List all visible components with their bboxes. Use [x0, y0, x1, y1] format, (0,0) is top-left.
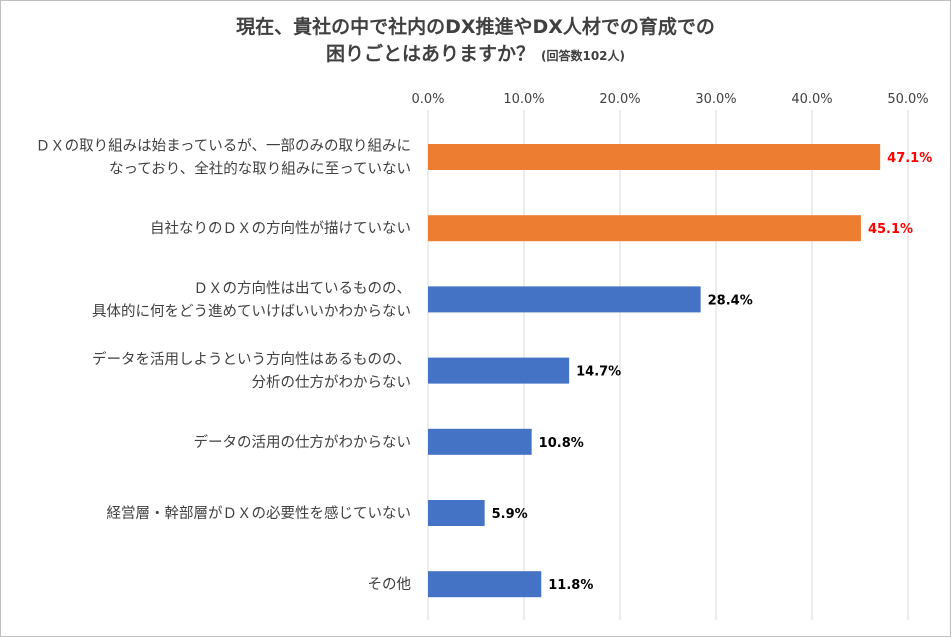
category-label: なっており、全社的な取り組みに至っていない: [109, 160, 411, 178]
category-label: 自社なりのＤＸの方向性が描けていない: [150, 220, 411, 237]
category-label: データを活用しようという方向性はあるものの、: [92, 350, 411, 368]
bar: [428, 144, 881, 170]
bar: [428, 357, 570, 384]
bar: [428, 571, 542, 598]
bar: [428, 500, 485, 526]
category-label: ＤＸの取り組みは始まっているが、一部のみの取り組みに: [36, 138, 411, 155]
x-tick-label: 50.0%: [887, 92, 928, 107]
data-label: 45.1%: [868, 222, 913, 237]
bar: [428, 428, 532, 455]
chart-title-line1: 現在、貴社の中で社内のDX推進やDX人材での育成での: [236, 16, 715, 38]
data-label: 14.7%: [576, 365, 621, 380]
x-tick-label: 0.0%: [411, 92, 444, 107]
data-label: 47.1%: [887, 151, 932, 166]
category-label: 具体的に何をどう進めていけばいいかわからない: [92, 303, 411, 320]
data-label: 5.9%: [492, 507, 528, 522]
category-label: 経営層・幹部層がＤＸの必要性を感じていない: [107, 504, 412, 522]
x-tick-label: 40.0%: [791, 92, 832, 107]
x-tick-label: 20.0%: [599, 92, 640, 107]
bar: [428, 286, 701, 313]
chart-title-note: (回答数102人): [540, 49, 626, 63]
data-label: 11.8%: [548, 578, 593, 593]
x-tick-label: 10.0%: [503, 92, 544, 107]
chart-title-question: 困りごとはありますか？: [325, 43, 535, 65]
chart-title: 現在、貴社の中で社内のDX推進やDX人材での育成での 困りごとはありますか？ (回…: [0, 14, 951, 70]
data-label: 28.4%: [708, 293, 753, 308]
category-label: データの活用の仕方がわからない: [194, 433, 412, 451]
bar: [428, 215, 861, 242]
category-label: その他: [368, 576, 412, 593]
data-label: 10.8%: [539, 436, 584, 451]
x-tick-label: 30.0%: [695, 92, 736, 107]
category-label: 分析の仕方がわからない: [252, 374, 412, 391]
chart-title-line2: 困りごとはありますか？ (回答数102人): [0, 41, 951, 70]
category-label: ＤＸの方向性は出ているものの、: [194, 280, 412, 297]
